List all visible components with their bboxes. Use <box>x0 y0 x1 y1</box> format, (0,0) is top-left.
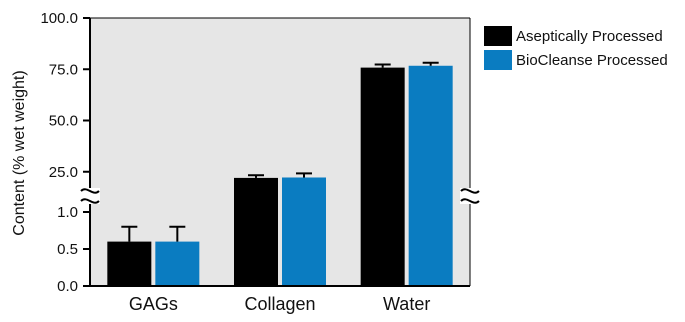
y-tick-label: 0.0 <box>57 278 78 295</box>
y-axis-label: Content (% wet weight) <box>11 70 28 235</box>
axis-break-left <box>80 188 100 204</box>
bars-group <box>107 61 453 286</box>
bar <box>282 177 326 286</box>
axis-break-right <box>460 188 480 204</box>
legend: Aseptically Processed BioCleanse Processe… <box>484 26 668 70</box>
y-tick-label: 75.0 <box>49 61 78 78</box>
bar <box>155 241 200 286</box>
y-tick-label: 0.5 <box>57 241 78 258</box>
y-tick-label: 1.0 <box>57 204 78 221</box>
y-tick-label: 50.0 <box>49 113 78 130</box>
legend-label: BioCleanse Processed <box>516 52 668 69</box>
axes-group: GAGs Collagen Water 0.0 0.5 1.0 25.0 50.0 75.0 10… <box>40 10 480 314</box>
x-tick-label: GAGs <box>129 294 178 314</box>
legend-swatch <box>484 50 512 70</box>
bar <box>408 65 453 286</box>
bar <box>360 67 405 286</box>
plot-area <box>90 18 470 286</box>
x-tick-label: Collagen <box>244 294 315 314</box>
bar <box>234 177 278 286</box>
x-tick-label: Water <box>383 294 430 314</box>
y-tick-label: 25.0 <box>49 164 78 181</box>
bar <box>107 241 152 286</box>
legend-swatch <box>484 26 512 46</box>
y-tick-label: 100.0 <box>40 10 78 27</box>
legend-label: Aseptically Processed <box>516 28 663 45</box>
